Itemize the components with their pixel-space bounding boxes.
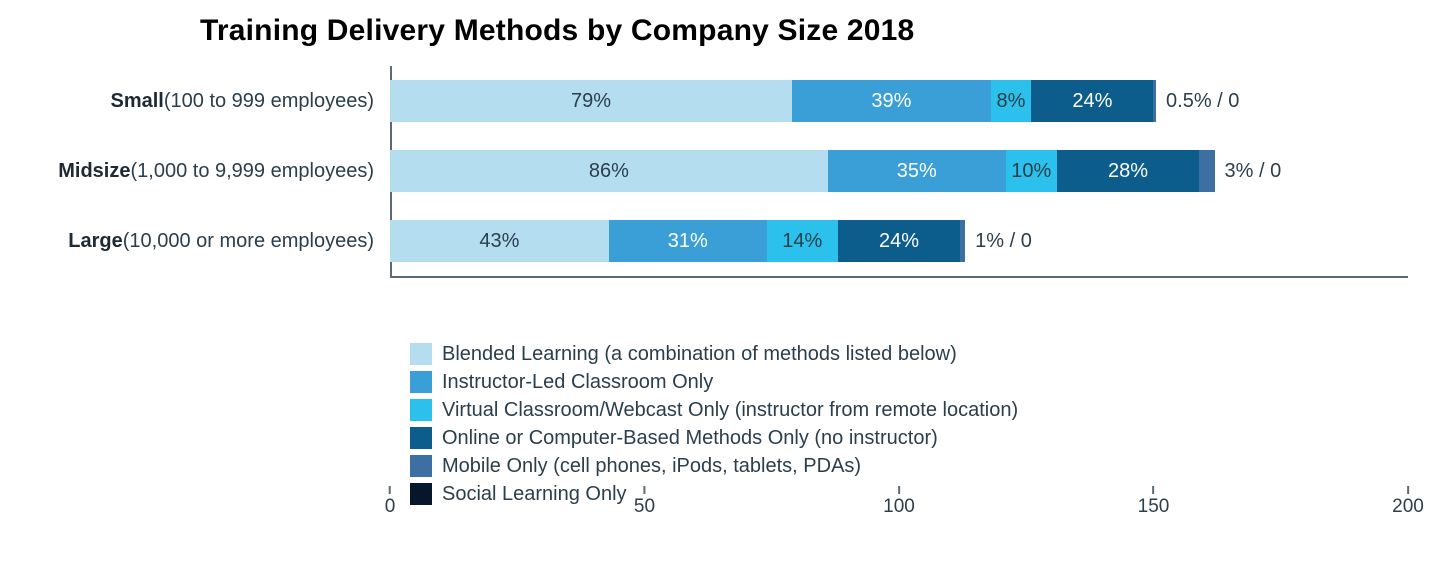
trailing-label: 3% / 0 bbox=[1225, 160, 1282, 183]
legend-item: Mobile Only (cell phones, iPods, tablets… bbox=[410, 452, 1408, 480]
bar-segment-instructor: 39% bbox=[792, 80, 991, 122]
tick-mark bbox=[643, 486, 645, 494]
legend-swatch bbox=[410, 371, 432, 393]
bar-segment-online: 24% bbox=[838, 220, 960, 262]
category-label: Midsize (1,000 to 9,999 employees) bbox=[40, 136, 390, 206]
segment-value-label: 8% bbox=[997, 90, 1026, 113]
tick-label: 100 bbox=[883, 496, 915, 518]
segment-value-label: 39% bbox=[871, 90, 911, 113]
bar-segment-mobile bbox=[960, 220, 965, 262]
bar-segment-instructor: 35% bbox=[828, 150, 1006, 192]
legend-label: Online or Computer-Based Methods Only (n… bbox=[442, 427, 938, 450]
x-tick: 150 bbox=[1138, 486, 1170, 518]
x-ticks: 050100150200 bbox=[390, 486, 1408, 516]
bar-row: 43% 31% 14% 24% 1% / 0 bbox=[390, 206, 1408, 276]
tick-label: 150 bbox=[1138, 496, 1170, 518]
tick-label: 200 bbox=[1392, 496, 1424, 518]
legend-item: Online or Computer-Based Methods Only (n… bbox=[410, 424, 1408, 452]
category-label: Large (10,000 or more employees) bbox=[40, 206, 390, 276]
segment-value-label: 24% bbox=[1072, 90, 1112, 113]
x-tick: 50 bbox=[634, 486, 655, 518]
chart-container: Training Delivery Methods by Company Siz… bbox=[0, 0, 1448, 574]
bar-segment-virtual: 14% bbox=[767, 220, 838, 262]
legend-swatch bbox=[410, 343, 432, 365]
segment-value-label: 14% bbox=[782, 230, 822, 253]
segment-value-label: 10% bbox=[1011, 160, 1051, 183]
legend-swatch bbox=[410, 427, 432, 449]
category-labels: Small (100 to 999 employees)Midsize (1,0… bbox=[40, 66, 390, 508]
tick-label: 0 bbox=[385, 496, 396, 518]
bar-segment-instructor: 31% bbox=[609, 220, 767, 262]
bar-segment-virtual: 10% bbox=[1006, 150, 1057, 192]
trailing-label: 0.5% / 0 bbox=[1166, 90, 1239, 113]
stacked-bar: 86% 35% 10% 28% bbox=[390, 150, 1215, 192]
legend-label: Mobile Only (cell phones, iPods, tablets… bbox=[442, 455, 861, 478]
segment-value-label: 31% bbox=[668, 230, 708, 253]
legend-label: Instructor-Led Classroom Only bbox=[442, 371, 713, 394]
legend-swatch bbox=[410, 399, 432, 421]
segment-value-label: 79% bbox=[571, 90, 611, 113]
bar-segment-online: 28% bbox=[1057, 150, 1200, 192]
category-label-rest: (100 to 999 employees) bbox=[164, 90, 374, 113]
segment-value-label: 28% bbox=[1108, 160, 1148, 183]
stacked-bar: 79% 39% 8% 24% bbox=[390, 80, 1156, 122]
category-label: Small (100 to 999 employees) bbox=[40, 66, 390, 136]
bar-segment-blended: 86% bbox=[390, 150, 828, 192]
tick-label: 50 bbox=[634, 496, 655, 518]
trailing-label: 1% / 0 bbox=[975, 230, 1032, 253]
chart-area: Small (100 to 999 employees)Midsize (1,0… bbox=[40, 66, 1408, 508]
segment-value-label: 35% bbox=[897, 160, 937, 183]
bar-row: 86% 35% 10% 28% 3% / 0 bbox=[390, 136, 1408, 206]
bar-segment-mobile bbox=[1153, 80, 1156, 122]
x-axis bbox=[390, 276, 1408, 278]
category-label-bold: Midsize bbox=[58, 160, 130, 183]
legend-swatch bbox=[410, 455, 432, 477]
tick-mark bbox=[898, 486, 900, 494]
legend-item: Blended Learning (a combination of metho… bbox=[410, 340, 1408, 368]
tick-mark bbox=[389, 486, 391, 494]
legend-item: Virtual Classroom/Webcast Only (instruct… bbox=[410, 396, 1408, 424]
segment-value-label: 24% bbox=[879, 230, 919, 253]
bar-segment-blended: 79% bbox=[390, 80, 792, 122]
x-tick: 100 bbox=[883, 486, 915, 518]
legend-label: Blended Learning (a combination of metho… bbox=[442, 343, 957, 366]
x-tick: 200 bbox=[1392, 486, 1424, 518]
category-label-rest: (1,000 to 9,999 employees) bbox=[131, 160, 375, 183]
tick-mark bbox=[1407, 486, 1409, 494]
legend: Blended Learning (a combination of metho… bbox=[410, 340, 1408, 508]
segment-value-label: 43% bbox=[479, 230, 519, 253]
legend-label: Virtual Classroom/Webcast Only (instruct… bbox=[442, 399, 1018, 422]
x-tick: 0 bbox=[385, 486, 396, 518]
category-label-bold: Large bbox=[68, 230, 122, 253]
stacked-bar: 43% 31% 14% 24% bbox=[390, 220, 965, 262]
bar-segment-virtual: 8% bbox=[991, 80, 1032, 122]
legend-item: Instructor-Led Classroom Only bbox=[410, 368, 1408, 396]
category-label-bold: Small bbox=[111, 90, 164, 113]
bar-row: 79% 39% 8% 24% 0.5% / 0 bbox=[390, 66, 1408, 136]
bar-segment-online: 24% bbox=[1031, 80, 1153, 122]
plot-area: 79% 39% 8% 24% 0.5% / 0 86% 35% 10% 28% 3% / 0 43%… bbox=[390, 66, 1408, 508]
chart-title: Training Delivery Methods by Company Siz… bbox=[200, 14, 1408, 48]
category-label-rest: (10,000 or more employees) bbox=[123, 230, 374, 253]
segment-value-label: 86% bbox=[589, 160, 629, 183]
bar-segment-blended: 43% bbox=[390, 220, 609, 262]
bars: 79% 39% 8% 24% 0.5% / 0 86% 35% 10% 28% 3% / 0 43%… bbox=[390, 66, 1408, 276]
tick-mark bbox=[1152, 486, 1154, 494]
bar-segment-mobile bbox=[1199, 150, 1214, 192]
